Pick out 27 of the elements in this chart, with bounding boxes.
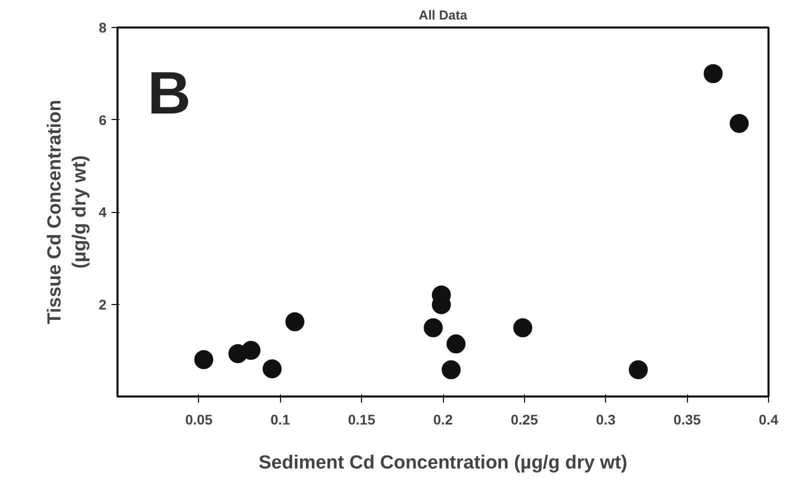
x-tick-label: 0.25 <box>510 412 538 428</box>
x-axis-title: Sediment Cd Concentration (µg/g dry wt) <box>258 452 628 474</box>
x-tick-label: 0.05 <box>185 412 213 428</box>
point <box>730 114 749 133</box>
point <box>424 318 443 338</box>
x-tick-label: 0.15 <box>348 412 376 428</box>
point <box>704 64 723 84</box>
point <box>241 340 260 360</box>
point <box>285 312 304 332</box>
point <box>628 360 648 380</box>
x-tick-label: 0.35 <box>674 412 701 428</box>
y-tick-label: 4 <box>98 204 107 220</box>
x-tick-label: 0.3 <box>596 412 616 428</box>
point <box>194 350 214 370</box>
chart-title: All Data <box>418 8 468 22</box>
y-tick-label: 8 <box>98 20 107 36</box>
x-tick-label: 0.4 <box>758 412 778 428</box>
y-axis-title: Tissue Cd Concentration (µg/g dry wt) <box>44 100 91 324</box>
point <box>446 334 466 354</box>
y-tick-label: 2 <box>98 296 107 312</box>
point <box>262 359 282 378</box>
x-tick-label: 0.2 <box>433 412 453 428</box>
y-tick-label: 6 <box>98 112 107 128</box>
annotation: B <box>148 60 191 126</box>
point <box>442 360 461 380</box>
x-tick-label: 0.1 <box>270 412 290 428</box>
point <box>513 318 532 338</box>
